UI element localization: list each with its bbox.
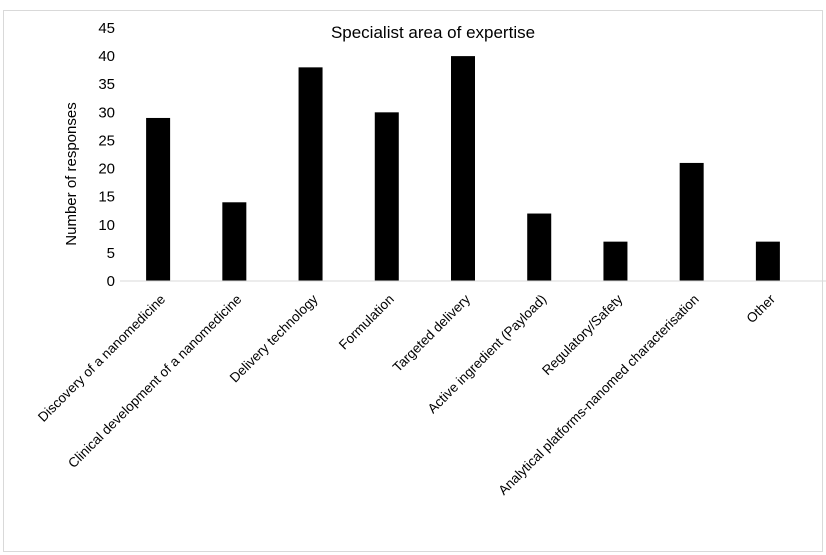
x-tick-label: Targeted delivery xyxy=(390,291,473,374)
x-tick-label: Other xyxy=(744,291,779,326)
chart-title: Specialist area of expertise xyxy=(331,23,535,42)
y-tick-label: 10 xyxy=(98,217,115,234)
bar xyxy=(603,241,628,281)
bar xyxy=(755,241,780,281)
y-axis-ticks: 0 5 10 15 20 25 30 35 40 45 xyxy=(98,20,115,290)
y-tick-label: 25 xyxy=(98,132,115,149)
y-tick-label: 15 xyxy=(98,189,115,206)
y-tick-label: 20 xyxy=(98,161,115,178)
bar xyxy=(222,202,247,281)
y-axis-label: Number of responses xyxy=(63,102,80,245)
bar xyxy=(451,56,475,281)
bar xyxy=(679,162,704,281)
x-tick-label: Formulation xyxy=(336,292,397,353)
y-tick-label: 45 xyxy=(98,20,115,37)
y-tick-label: 35 xyxy=(98,76,115,93)
bar xyxy=(146,117,171,281)
bar xyxy=(527,213,552,281)
bars xyxy=(146,56,780,281)
x-tick-label: Regulatory/Safety xyxy=(539,291,626,378)
x-tick-label: Discovery of a nanomedicine xyxy=(35,292,168,425)
y-tick-label: 40 xyxy=(98,48,115,65)
y-tick-label: 5 xyxy=(107,245,115,262)
bar xyxy=(374,112,399,281)
bar xyxy=(298,67,323,281)
y-tick-label: 0 xyxy=(107,273,115,290)
x-tick-label: Clinical development of a nanomedicine xyxy=(65,292,244,471)
y-tick-label: 30 xyxy=(98,104,115,121)
